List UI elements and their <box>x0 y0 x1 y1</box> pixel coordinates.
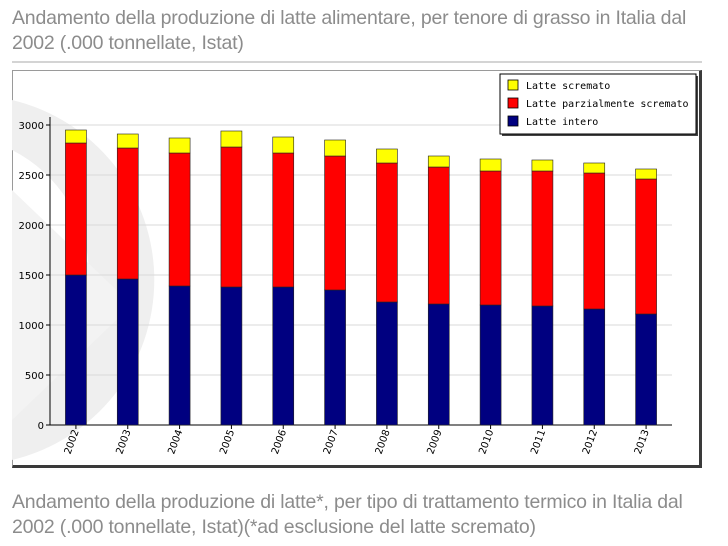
bar-segment <box>376 148 398 164</box>
bar-segment <box>168 285 191 426</box>
bar-segment <box>220 130 243 148</box>
bar-segment <box>220 146 243 288</box>
bar-segment <box>272 136 295 154</box>
title-divider <box>12 61 702 63</box>
legend-box <box>499 73 697 135</box>
x-tick-label: 2013 <box>633 428 652 456</box>
x-tick-label: 2003 <box>115 428 134 456</box>
bar-segment <box>479 304 502 426</box>
axes <box>46 117 672 429</box>
x-tick-label: 2006 <box>270 428 289 456</box>
bar-segment <box>65 129 87 144</box>
bar-segment <box>635 178 657 315</box>
bar-segment <box>168 137 191 154</box>
legend-swatch <box>507 97 519 109</box>
bar-segment <box>65 274 87 426</box>
bar-segment <box>116 133 139 149</box>
x-tick-label: 2012 <box>581 428 600 456</box>
bar-segment <box>427 166 450 305</box>
y-tick-label: 2000 <box>19 221 44 232</box>
x-tick-label: 2008 <box>374 428 393 456</box>
legend-label: Latte scremato <box>526 81 610 92</box>
x-tick-label: 2004 <box>166 428 185 456</box>
x-tick-label: 2007 <box>322 428 341 456</box>
bar-segment <box>376 301 398 426</box>
bar-segment <box>427 155 450 168</box>
bars <box>65 129 657 426</box>
bar-segment <box>583 172 606 310</box>
bar-segment <box>272 152 295 288</box>
chart-title: Andamento della produzione di latte alim… <box>12 7 687 54</box>
bar-segment <box>65 142 87 276</box>
y-tick-label: 500 <box>25 371 44 382</box>
bar-segment <box>324 139 346 157</box>
bar-segment <box>324 289 346 426</box>
y-tick-label: 1000 <box>19 321 44 332</box>
legend-label: Latte parzialmente scremato <box>526 99 689 110</box>
bar-segment <box>531 159 554 172</box>
y-tick-label: 2500 <box>19 171 44 182</box>
x-tick-label: 2009 <box>426 428 445 456</box>
bar-segment <box>116 278 139 426</box>
x-tick-label: 2011 <box>529 428 548 456</box>
bar-segment <box>220 286 243 426</box>
legend-swatch <box>507 79 519 91</box>
bar-segment <box>583 308 606 426</box>
bar-segment <box>583 162 606 174</box>
bar-segment <box>116 147 139 280</box>
y-tick-label: 3000 <box>19 121 44 132</box>
bar-segment <box>272 286 295 426</box>
x-tick-label: 2010 <box>477 428 496 456</box>
legend: Latte scremato Latte parzialmente scremat… <box>499 73 698 136</box>
bar-segment <box>531 305 554 426</box>
next-chart-title: Andamento della produzione di latte*, pe… <box>12 491 683 538</box>
bar-segment <box>479 158 502 172</box>
bar-segment <box>635 168 657 180</box>
bar-segment <box>479 170 502 306</box>
bar-segment <box>635 313 657 426</box>
bar-segment <box>376 162 398 303</box>
legend-label: Latte intero <box>526 117 598 128</box>
y-tick-label: 0 <box>38 421 44 432</box>
legend-swatch <box>507 115 519 127</box>
bar-segment <box>168 152 191 287</box>
y-tick-label: 1500 <box>19 271 44 282</box>
x-tick-label: 2005 <box>218 428 237 456</box>
bar-segment <box>427 303 450 426</box>
bar-segment <box>324 155 346 291</box>
bar-segment <box>531 170 554 307</box>
